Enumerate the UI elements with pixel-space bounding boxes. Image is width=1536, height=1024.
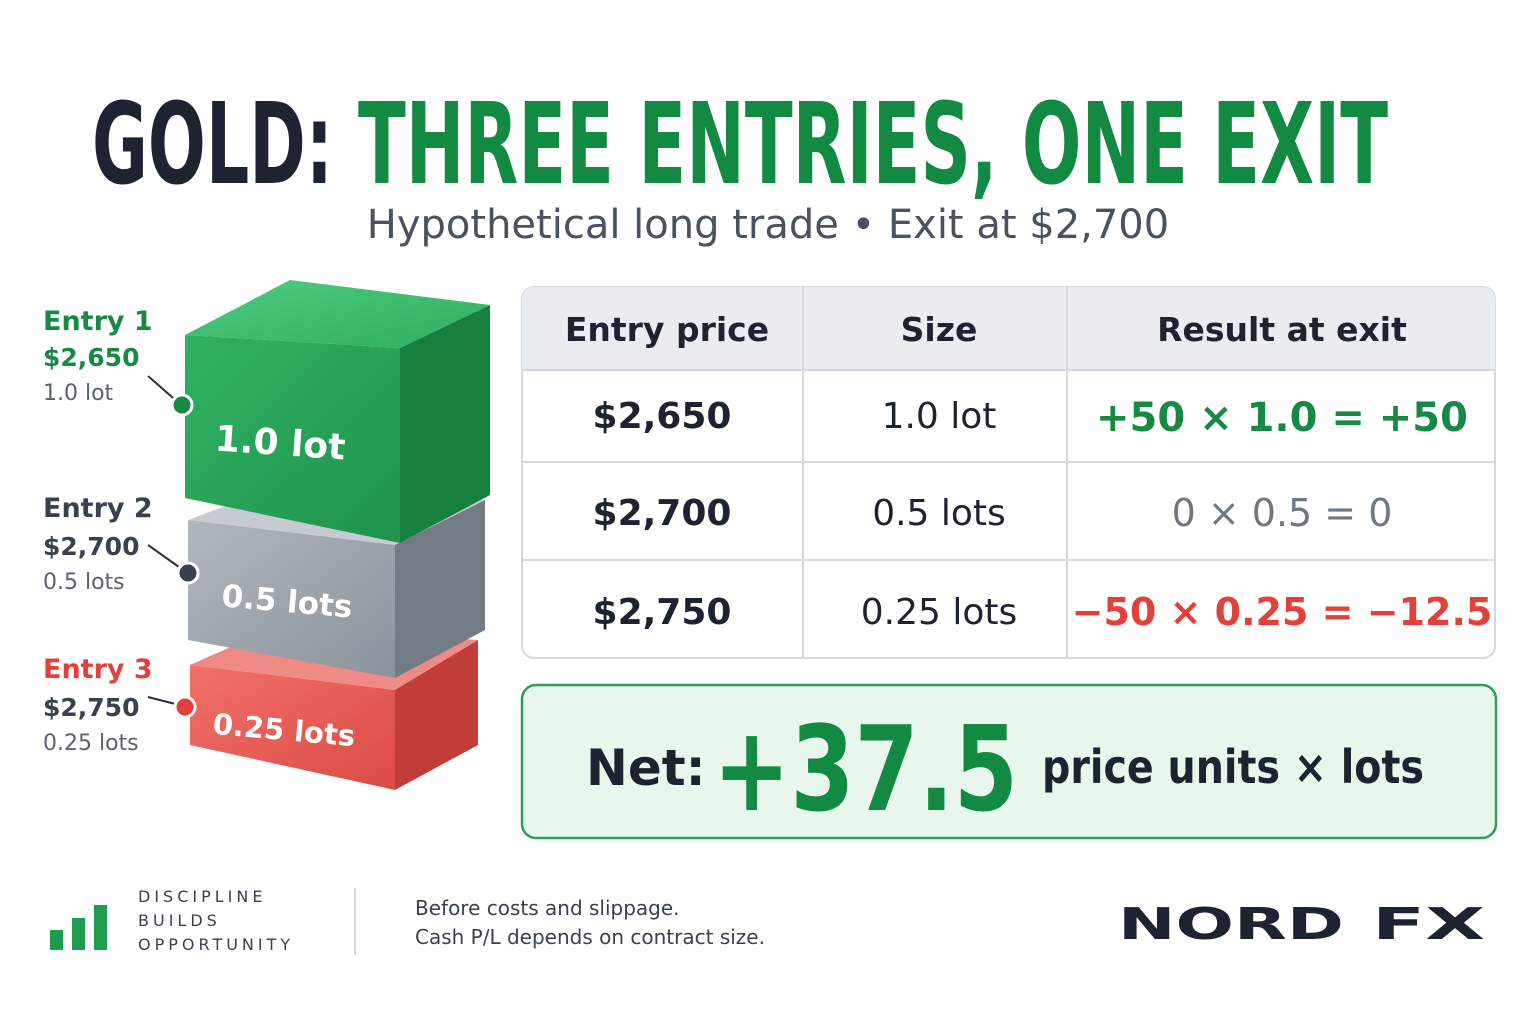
entry-size: 1.0 lot [43,381,114,406]
net-frame [520,683,1498,840]
tagline: OPPORTUNITY [138,935,294,954]
tagline: BUILDS [138,911,221,930]
title-lead: GOLD: [92,80,333,210]
footer: DISCIPLINE BUILDS OPPORTUNITY Before cos… [50,887,1485,955]
table-cell: 0.5 lots [872,493,1006,534]
table-cell: $2,750 [593,592,732,633]
table-cell: −50 × 0.25 = −12.5 [1072,590,1493,634]
footer-note: Before costs and slippage. [415,896,680,920]
net-value: +37.5 [713,700,1018,838]
block-label: 1.0 lot [214,418,347,468]
entry-labels: Entry 1 $2,650 1.0 lot Entry 2 $2,700 0.… [43,306,200,756]
entry-price: $2,700 [43,532,139,561]
tagline: DISCIPLINE [138,887,266,906]
table-header-bg [522,287,1495,370]
table-cell: 0.25 lots [861,592,1018,633]
footer-note: Cash P/L depends on contract size. [415,925,765,949]
block-red-side [395,640,478,790]
entry-label: Entry 1 [43,306,153,337]
subtitle: Hypothetical long trade • Exit at $2,700 [367,202,1169,248]
table-cell: $2,700 [593,493,732,534]
table-cell: 1.0 lot [882,396,997,437]
entry-size: 0.25 lots [43,731,139,756]
block-green-top [185,280,490,348]
net-box: Net: +37.5 price units × lots [520,683,1498,840]
entry-label: Entry 3 [43,654,153,685]
table-cell: +50 × 1.0 = +50 [1096,395,1468,441]
block-gray-side [395,500,485,678]
icon-bar [72,918,85,950]
block-stack: 1.0 lot 0.5 lots 0.25 lots [185,280,490,790]
icon-bar [94,905,107,950]
logo-text: FX [1372,899,1485,950]
net-label: Net: [586,739,706,797]
icon-bar [50,930,63,950]
results-table: Entry price Size Result at exit $2,650 1… [521,286,1496,659]
entry-price: $2,750 [43,693,139,722]
table-header: Result at exit [1157,310,1407,349]
table-cell: 0 × 0.5 = 0 [1172,491,1393,535]
title-main: THREE ENTRIES, ONE EXIT [358,80,1388,210]
entry-label: Entry 2 [43,493,153,524]
entry-size: 0.5 lots [43,570,125,595]
entry-price: $2,650 [43,343,139,372]
table-header: Size [901,310,978,349]
connector-dot [170,393,194,417]
logo-text: NORD [1118,899,1344,950]
connector-dot [176,561,200,585]
table-cell: $2,650 [593,396,732,437]
net-unit: price units × lots [1042,740,1424,794]
block-green-side [400,305,490,543]
connector-dot [173,695,197,719]
block-gray-front [188,520,395,678]
block-red-front [190,665,395,790]
table-header: Entry price [565,310,769,349]
block-green-front [185,335,400,543]
